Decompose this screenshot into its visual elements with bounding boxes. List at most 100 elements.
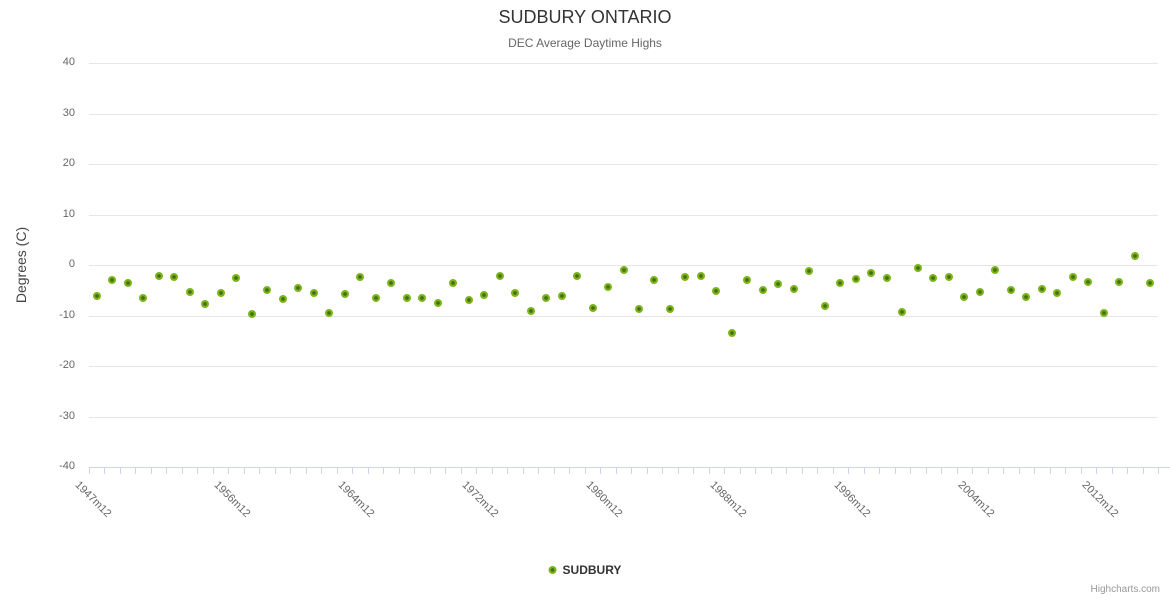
data-point[interactable] xyxy=(557,292,566,301)
x-axis-tick xyxy=(104,468,106,474)
chart-title: SUDBURY ONTARIO xyxy=(498,7,672,27)
data-point[interactable] xyxy=(542,293,551,302)
data-point[interactable] xyxy=(309,289,318,298)
data-point[interactable] xyxy=(263,285,272,294)
data-point[interactable] xyxy=(216,289,225,298)
data-point[interactable] xyxy=(913,263,922,272)
data-point[interactable] xyxy=(898,307,907,316)
data-point[interactable] xyxy=(1115,278,1124,287)
data-point[interactable] xyxy=(371,293,380,302)
data-point[interactable] xyxy=(820,302,829,311)
x-axis-tick xyxy=(166,468,168,474)
data-point[interactable] xyxy=(464,296,473,305)
x-axis-tick xyxy=(367,468,369,474)
x-axis-tick xyxy=(476,468,478,474)
data-point[interactable] xyxy=(449,278,458,287)
x-axis-tick xyxy=(708,468,710,474)
data-point[interactable] xyxy=(1146,278,1155,287)
x-axis-tick xyxy=(662,468,664,474)
data-point[interactable] xyxy=(882,273,891,282)
data-point[interactable] xyxy=(991,266,1000,275)
data-point[interactable] xyxy=(727,328,736,337)
data-point[interactable] xyxy=(123,279,132,288)
x-axis-tick xyxy=(445,468,447,474)
data-point[interactable] xyxy=(619,265,628,274)
data-point[interactable] xyxy=(387,278,396,287)
x-axis-tick xyxy=(1065,468,1067,474)
data-point[interactable] xyxy=(418,293,427,302)
x-axis-tick xyxy=(863,468,865,474)
data-point[interactable] xyxy=(340,290,349,299)
data-point[interactable] xyxy=(573,272,582,281)
data-point[interactable] xyxy=(1006,285,1015,294)
data-point[interactable] xyxy=(836,279,845,288)
data-point[interactable] xyxy=(1099,308,1108,317)
data-point[interactable] xyxy=(356,273,365,282)
data-point[interactable] xyxy=(294,283,303,292)
data-point[interactable] xyxy=(1068,273,1077,282)
data-point[interactable] xyxy=(495,272,504,281)
data-point[interactable] xyxy=(634,304,643,313)
data-point[interactable] xyxy=(712,286,721,295)
data-point[interactable] xyxy=(758,286,767,295)
x-axis-tick xyxy=(584,468,586,474)
highcharts-credits-link[interactable]: Highcharts.com xyxy=(1090,584,1160,595)
legend-marker-icon xyxy=(548,566,557,574)
legend-item-sudbury[interactable]: SUDBURY xyxy=(548,563,621,577)
data-point[interactable] xyxy=(1022,293,1031,302)
data-point[interactable] xyxy=(247,309,256,318)
data-point[interactable] xyxy=(1084,278,1093,287)
data-point[interactable] xyxy=(433,299,442,308)
x-axis-tick xyxy=(181,468,183,474)
data-point[interactable] xyxy=(526,306,535,315)
data-point[interactable] xyxy=(774,279,783,288)
x-axis-tick xyxy=(352,468,354,474)
x-axis-tick xyxy=(290,468,292,474)
x-axis-tick xyxy=(135,468,137,474)
data-point[interactable] xyxy=(975,287,984,296)
x-axis-tick xyxy=(910,468,912,474)
data-point[interactable] xyxy=(139,294,148,303)
data-point[interactable] xyxy=(325,308,334,317)
data-point[interactable] xyxy=(1130,252,1139,261)
data-point[interactable] xyxy=(170,273,179,282)
x-axis-tick xyxy=(646,468,648,474)
data-point[interactable] xyxy=(851,275,860,284)
data-point[interactable] xyxy=(696,272,705,281)
data-point[interactable] xyxy=(232,274,241,283)
data-point[interactable] xyxy=(511,289,520,298)
data-point[interactable] xyxy=(1053,288,1062,297)
data-point[interactable] xyxy=(867,269,876,278)
y-tick-label: -30 xyxy=(59,409,75,422)
data-point[interactable] xyxy=(278,295,287,304)
data-point[interactable] xyxy=(944,273,953,282)
x-axis-tick xyxy=(972,468,974,474)
data-point[interactable] xyxy=(402,293,411,302)
data-point[interactable] xyxy=(650,276,659,285)
y-tick-label: 0 xyxy=(68,258,75,270)
data-point[interactable] xyxy=(480,291,489,300)
x-axis-tick xyxy=(507,468,509,474)
data-point[interactable] xyxy=(201,300,210,309)
data-point[interactable] xyxy=(743,276,752,285)
x-axis-tick xyxy=(1111,468,1113,474)
data-point[interactable] xyxy=(805,267,814,276)
data-point[interactable] xyxy=(588,304,597,313)
data-point[interactable] xyxy=(681,273,690,282)
x-axis-tick xyxy=(817,468,819,474)
x-axis-tick xyxy=(956,468,958,474)
data-point[interactable] xyxy=(604,283,612,292)
data-point[interactable] xyxy=(960,293,969,302)
data-point[interactable] xyxy=(108,276,117,285)
data-point[interactable] xyxy=(92,292,101,301)
data-point[interactable] xyxy=(789,285,798,294)
x-axis-tick xyxy=(522,468,524,474)
x-axis-tick xyxy=(274,468,276,474)
data-point[interactable] xyxy=(929,274,938,283)
data-point[interactable] xyxy=(185,287,194,296)
x-tick-label: 1980m12 xyxy=(583,479,625,520)
data-point[interactable] xyxy=(1037,285,1046,294)
data-point[interactable] xyxy=(154,272,163,281)
data-point[interactable] xyxy=(665,304,674,313)
